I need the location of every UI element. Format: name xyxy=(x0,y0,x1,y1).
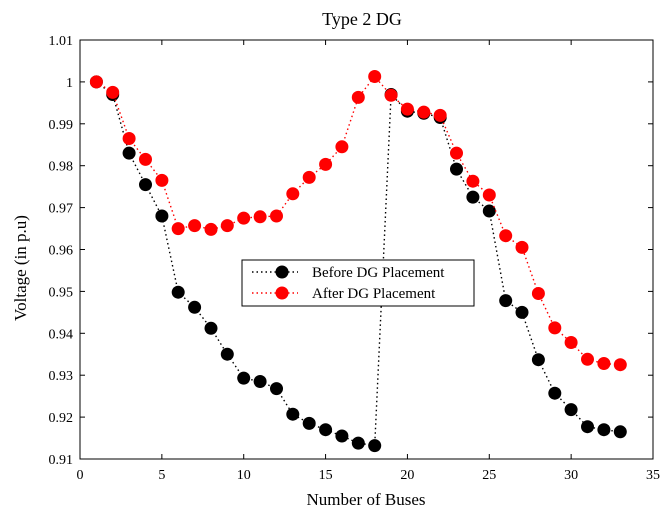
legend-label-before: Before DG Placement xyxy=(312,265,445,281)
data-point xyxy=(351,436,365,450)
data-point xyxy=(171,222,185,236)
y-tick-label: 0.99 xyxy=(49,118,74,133)
data-point xyxy=(531,287,545,300)
legend-marker-before xyxy=(275,265,289,279)
series-group xyxy=(89,70,627,453)
y-tick-label: 0.96 xyxy=(49,244,74,259)
data-point xyxy=(155,173,169,187)
legend-label-after: After DG Placement xyxy=(312,286,436,302)
x-tick-label: 20 xyxy=(400,468,414,483)
data-point xyxy=(319,157,333,171)
axes: 0 5 10 15 20 25 30 35 0.91 0.92 0.93 0.94 0.95 0.96 0.… xyxy=(49,34,661,483)
y-tick-label: 0.95 xyxy=(49,285,74,300)
y-axis-label: Voltage (in p.u) xyxy=(11,215,30,321)
data-point xyxy=(270,382,283,396)
data-point xyxy=(613,358,627,372)
legend-marker-after xyxy=(275,286,289,300)
data-point xyxy=(597,357,611,370)
data-point xyxy=(351,90,365,104)
data-point xyxy=(286,407,300,421)
data-point xyxy=(335,140,349,154)
data-point xyxy=(155,209,169,223)
x-tick-label: 5 xyxy=(158,468,165,483)
data-point xyxy=(368,70,382,83)
data-point xyxy=(548,386,562,400)
data-point xyxy=(302,416,316,430)
y-tick-label: 0.94 xyxy=(49,327,74,342)
data-point xyxy=(204,321,218,335)
data-point xyxy=(188,219,202,233)
data-point xyxy=(253,375,267,388)
data-point xyxy=(220,347,234,361)
data-point xyxy=(139,152,152,166)
data-point xyxy=(613,425,627,439)
data-point xyxy=(450,162,463,176)
y-tick-label: 1.01 xyxy=(49,34,74,49)
plot-area xyxy=(79,39,654,460)
x-tick-label: 30 xyxy=(564,468,578,483)
data-point xyxy=(204,222,218,236)
data-point xyxy=(368,439,382,453)
y-tick-label: 0.92 xyxy=(49,411,74,426)
data-point xyxy=(482,188,496,202)
y-tick-label: 0.97 xyxy=(49,202,74,217)
x-axis-label: Number of Buses xyxy=(307,490,426,509)
x-tick-label: 25 xyxy=(482,468,496,483)
series-after xyxy=(89,70,627,372)
data-point xyxy=(106,85,120,99)
data-point xyxy=(515,240,529,254)
data-point xyxy=(466,190,480,204)
data-point xyxy=(270,209,283,223)
data-point xyxy=(531,353,545,367)
data-point xyxy=(466,174,480,188)
data-point xyxy=(548,321,562,335)
data-point xyxy=(122,132,136,145)
y-tick-label: 0.98 xyxy=(49,160,74,175)
x-tick-label: 0 xyxy=(77,468,84,483)
data-point xyxy=(122,146,136,160)
data-point xyxy=(581,352,594,366)
series-before xyxy=(89,75,627,453)
data-point xyxy=(237,371,251,385)
data-point xyxy=(433,108,447,122)
data-point xyxy=(597,423,611,437)
y-tick-label: 0.91 xyxy=(49,453,74,468)
x-tick-label: 35 xyxy=(646,468,660,483)
legend: Before DG Placement After DG Placement xyxy=(241,259,475,307)
data-point xyxy=(319,423,333,437)
y-tick-label: 1 xyxy=(66,76,73,91)
x-tick-label: 15 xyxy=(319,468,333,483)
series-line xyxy=(95,81,621,447)
data-point xyxy=(482,204,496,218)
data-point xyxy=(302,170,316,184)
data-point xyxy=(384,88,398,102)
x-tick-label: 10 xyxy=(237,468,251,483)
data-point xyxy=(171,285,185,299)
y-tick-label: 0.93 xyxy=(49,369,74,384)
chart-title: Type 2 DG xyxy=(322,9,402,29)
data-point xyxy=(139,178,152,192)
data-point xyxy=(564,336,578,349)
data-point xyxy=(499,229,513,243)
data-point xyxy=(417,105,431,119)
data-point xyxy=(581,420,594,434)
data-point xyxy=(499,294,513,308)
data-point xyxy=(564,403,578,417)
data-point xyxy=(89,75,103,89)
data-point xyxy=(450,146,463,160)
data-point xyxy=(286,187,300,201)
data-point xyxy=(400,102,414,116)
series-line xyxy=(96,75,621,366)
data-point xyxy=(220,219,234,233)
data-point xyxy=(188,300,202,314)
data-point xyxy=(515,305,529,319)
data-point xyxy=(253,210,267,224)
data-point xyxy=(237,211,251,225)
data-point xyxy=(335,429,349,443)
